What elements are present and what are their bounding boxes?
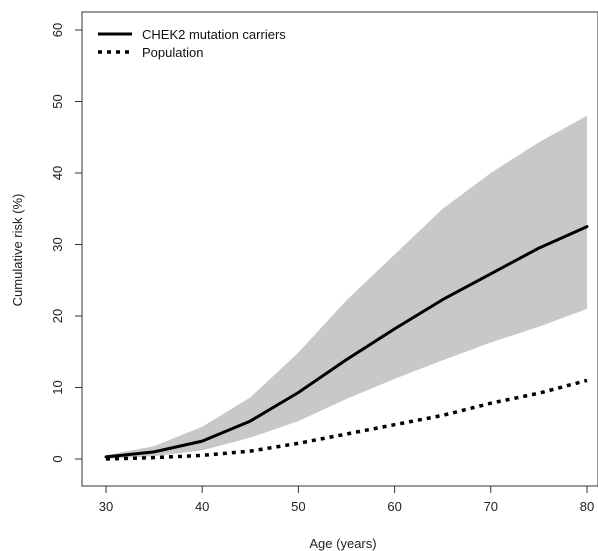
x-tick-label: 80: [580, 499, 594, 514]
series-line-carriers: [104, 225, 589, 459]
y-tick-label: 10: [50, 380, 65, 394]
x-tick-label: 30: [99, 499, 113, 514]
x-tick-label: 70: [484, 499, 498, 514]
y-axis: 0 10 20 30 40 50 60: [50, 23, 83, 463]
y-tick-label: 50: [50, 94, 65, 108]
y-tick-label: 40: [50, 166, 65, 180]
series-lines-layer: [104, 225, 589, 461]
confidence-band-layer: [106, 115, 587, 460]
legend-label: Population: [142, 45, 203, 60]
legend: CHEK2 mutation carriers Population: [98, 27, 286, 60]
x-tick-label: 40: [195, 499, 209, 514]
x-axis-title: Age (years): [309, 536, 376, 551]
y-tick-label: 20: [50, 309, 65, 323]
series-line-population: [105, 378, 588, 461]
x-tick-label: 50: [291, 499, 305, 514]
x-axis: 30 40 50 60 70 80: [99, 485, 594, 514]
legend-label: CHEK2 mutation carriers: [142, 27, 286, 42]
y-tick-label: 0: [50, 455, 65, 462]
y-axis-title: Cumulative risk (%): [10, 194, 25, 307]
x-tick-label: 60: [387, 499, 401, 514]
y-tick-label: 60: [50, 23, 65, 37]
y-tick-label: 30: [50, 237, 65, 251]
confidence-band: [106, 115, 587, 460]
